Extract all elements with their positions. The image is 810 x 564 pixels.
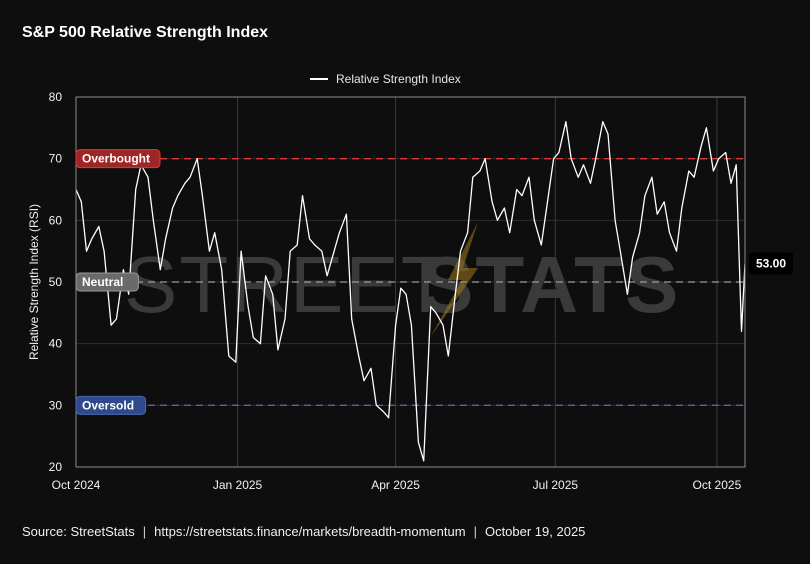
- y-tick-label: 50: [49, 275, 63, 289]
- y-tick-label: 40: [49, 337, 63, 351]
- chart-title: S&P 500 Relative Strength Index: [22, 24, 269, 41]
- y-axis-ticks: 20 30 40 50 60 70 80: [49, 90, 63, 474]
- badge-overbought: [75, 149, 161, 169]
- y-tick-label: 30: [49, 398, 63, 412]
- badge-oversold: [75, 395, 147, 415]
- badge-label-oversold: Oversold: [82, 398, 134, 412]
- watermark-text-stats: STATS: [420, 240, 680, 329]
- y-tick-label: 60: [49, 213, 63, 227]
- legend-label: Relative Strength Index: [336, 72, 461, 86]
- y-tick-label: 80: [49, 90, 63, 104]
- source-label: Source:: [22, 524, 67, 539]
- badge-label-neutral: Neutral: [82, 275, 123, 289]
- reference-badges: Overbought Neutral Oversold: [75, 149, 161, 415]
- last-value-box: [749, 252, 793, 275]
- x-axis-ticks: Oct 2024 Jan 2025 Apr 2025 Jul 2025 Oct 2025: [52, 478, 742, 492]
- x-tick-label: Apr 2025: [371, 478, 420, 492]
- last-value-label: 53.00: [749, 252, 793, 275]
- series-line-rsi: [76, 121, 745, 462]
- source-url[interactable]: https://streetstats.finance/markets/brea…: [154, 524, 466, 539]
- y-axis-label: Relative Strength Index (RSI): [27, 204, 41, 360]
- badge-label-overbought: Overbought: [82, 152, 150, 166]
- y-tick-label: 20: [49, 460, 63, 474]
- series-layer: [76, 121, 745, 462]
- y-tick-label: 70: [49, 152, 63, 166]
- x-tick-label: Jul 2025: [533, 478, 579, 492]
- reference-lines: [76, 158, 745, 406]
- legend-swatch: [310, 78, 328, 80]
- legend: Relative Strength Index: [310, 72, 461, 86]
- x-tick-label: Oct 2024: [52, 478, 101, 492]
- x-tick-label: Oct 2025: [693, 478, 742, 492]
- source-footer: Source: StreetStats | https://streetstats.…: [22, 524, 586, 539]
- badge-neutral: [75, 272, 139, 292]
- x-tick-label: Jan 2025: [213, 478, 263, 492]
- source-name: StreetStats: [70, 524, 135, 539]
- source-date: October 19, 2025: [484, 524, 586, 539]
- lightning-bolt-icon: [430, 222, 478, 338]
- last-value-text: 53.00: [756, 257, 786, 271]
